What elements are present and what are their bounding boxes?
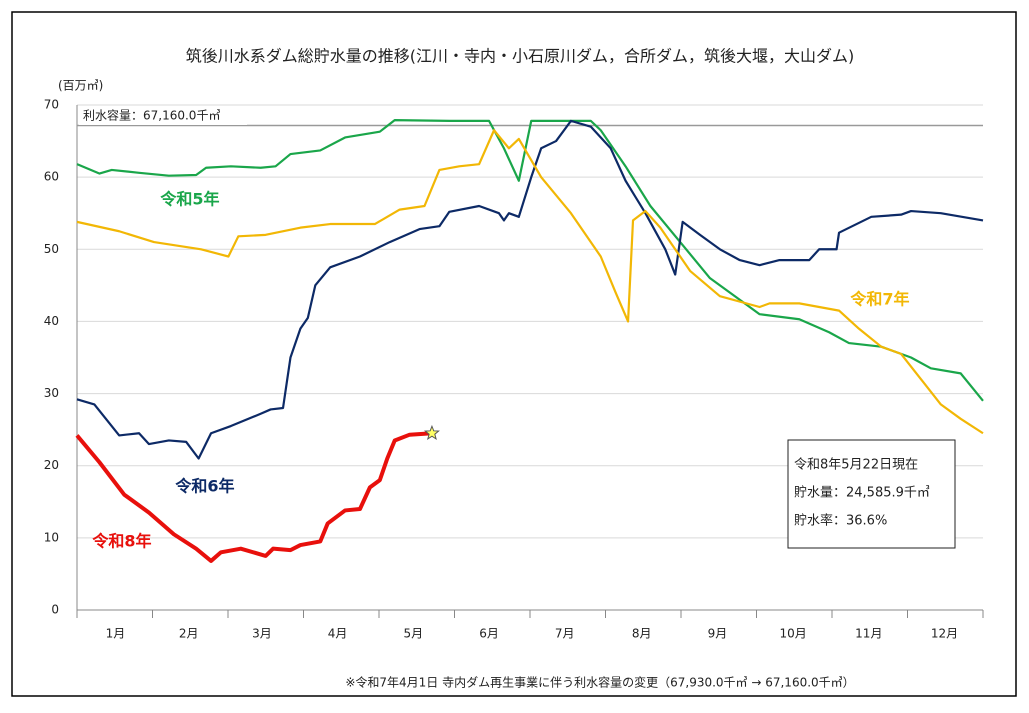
series-line [76, 119, 984, 402]
series-label: 令和7年 [849, 290, 909, 309]
capacity-label: 利水容量：67,160.0千㎥ [83, 108, 220, 123]
x-tick-label: 9月 [708, 627, 728, 641]
x-tick-label: 8月 [632, 627, 652, 641]
y-tick-label: 60 [44, 170, 59, 184]
x-tick-label: 4月 [328, 627, 348, 641]
info-text: 令和8年5月22日現在 [794, 458, 918, 473]
x-tick-label: 7月 [555, 627, 575, 641]
y-tick-label: 40 [44, 314, 59, 328]
chart-title: 筑後川水系ダム総貯水量の推移(江川・寺内・小石原川ダム，合所ダム，筑後大堰，大山… [186, 47, 855, 66]
capacity-label-box [79, 107, 247, 125]
info-box [787, 439, 956, 549]
x-tick-label: 10月 [779, 627, 806, 641]
footnote: ※令和7年4月1日 寺内ダム再生事業に伴う利水容量の変更（67,930.0千㎥ … [345, 675, 854, 690]
series-line [76, 129, 984, 435]
x-tick-label: 1月 [106, 627, 126, 641]
x-tick-label: 2月 [179, 627, 199, 641]
series-label: 令和8年 [91, 532, 151, 551]
y-tick-label: 20 [44, 458, 59, 472]
x-tick-label: 11月 [855, 627, 882, 641]
y-tick-label: 10 [44, 530, 59, 544]
info-text: 貯水率：36.6% [794, 513, 887, 529]
info-text: 貯水量：24,585.9千㎥ [794, 486, 930, 501]
x-tick-label: 6月 [479, 627, 499, 641]
frame [11, 11, 1017, 697]
series-label: 令和6年 [174, 477, 234, 496]
x-tick-label: 5月 [404, 627, 424, 641]
x-tick-label: 3月 [252, 627, 272, 641]
x-tick-label: 12月 [931, 627, 958, 641]
latest-marker [423, 424, 440, 441]
y-axis-label: (百万㎥) [58, 79, 103, 93]
y-tick-label: 30 [44, 386, 59, 400]
series-line [76, 119, 984, 460]
y-tick-label: 0 [51, 603, 59, 617]
series-line [75, 431, 433, 563]
series-label: 令和5年 [159, 190, 219, 209]
y-tick-label: 50 [44, 242, 59, 256]
y-tick-label: 70 [44, 98, 59, 112]
